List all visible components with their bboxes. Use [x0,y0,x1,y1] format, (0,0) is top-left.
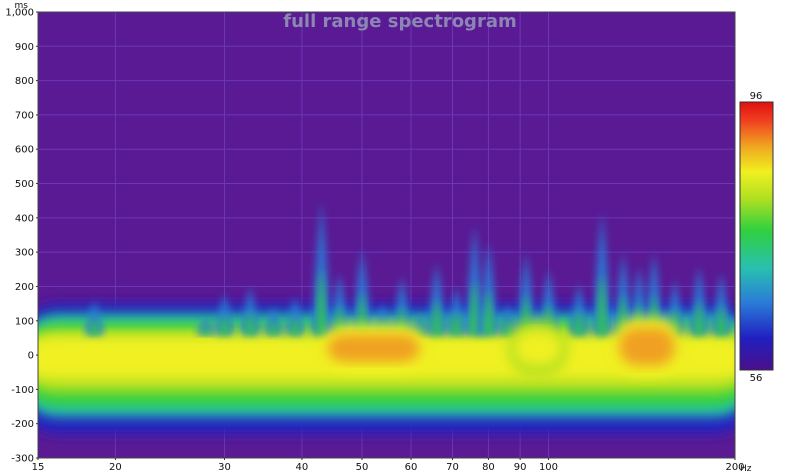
ridge-core [431,298,442,335]
ridge-core [716,303,727,335]
ridge-mark [84,300,105,335]
ridge-core [573,308,584,335]
y-tick-label: 200 [15,282,34,293]
ridge-core [245,310,256,335]
ridge-core [694,300,705,335]
y-tick-label: 600 [15,145,34,156]
peak-region [327,334,420,362]
x-tick-label: 30 [218,462,231,473]
ridge-core [89,317,100,335]
ridge-mark [240,286,261,335]
x-unit-label: Hz [740,464,752,474]
y-tick-label: -100 [11,385,34,396]
ridge-layer [84,200,732,335]
y-axis: -300 -200 -100 0 100 200 300 400 500 600 700 800 900… [5,8,38,465]
plot-frame [37,11,736,459]
ridge-core [469,279,480,335]
colorbar-max-label: 96 [750,91,763,102]
x-tick-label: 40 [296,462,309,473]
y-tick-label: 700 [15,110,34,121]
y-tick-label: -300 [11,454,34,465]
y-unit-label: ms [15,1,29,11]
peak-region [514,331,562,366]
y-tick-label: -200 [11,419,34,430]
ridge-mark [516,252,537,335]
x-tick-label: 200 [725,462,744,473]
x-tick-label: 60 [405,462,418,473]
x-axis: 15 20 30 40 50 60 70 80 90 100 200 [32,458,745,473]
ridge-core [316,267,327,335]
colorbar-gradient [739,101,774,371]
y-tick-label: 900 [15,42,34,53]
ridge-core [596,272,607,335]
ridge-core [451,310,462,335]
colorbar-min-label: 56 [750,373,763,384]
ridge-core [290,315,301,335]
y-tick-label: 100 [15,316,34,327]
ridge-mark [643,252,664,335]
x-tick-label: 15 [32,462,45,473]
ridge-mark [497,303,518,335]
ridge-core [219,313,230,335]
colorbar: 96 56 [739,91,774,384]
ridge-core [200,325,211,335]
ridge-core [268,320,279,335]
ridge-core [483,288,494,335]
x-tick-label: 90 [514,462,527,473]
ridge-mark [391,276,412,335]
chart-title: full range spectrogram [283,11,516,32]
ridge-core [356,291,367,335]
x-tick-label: 20 [109,462,122,473]
x-tick-label: 80 [482,462,495,473]
peak-region [619,327,675,366]
y-tick-label: 500 [15,179,34,190]
ridge-mark [613,252,634,335]
y-tick-label: 1,000 [5,8,34,19]
y-tick-label: 400 [15,213,34,224]
ridge-core [502,319,513,335]
x-tick-label: 100 [539,462,558,473]
y-tick-label: 800 [15,76,34,87]
peak-layer [321,317,681,376]
y-tick-label: 0 [28,351,34,362]
x-tick-label: 50 [356,462,369,473]
x-tick-label: 70 [446,462,459,473]
y-tick-label: 300 [15,248,34,259]
